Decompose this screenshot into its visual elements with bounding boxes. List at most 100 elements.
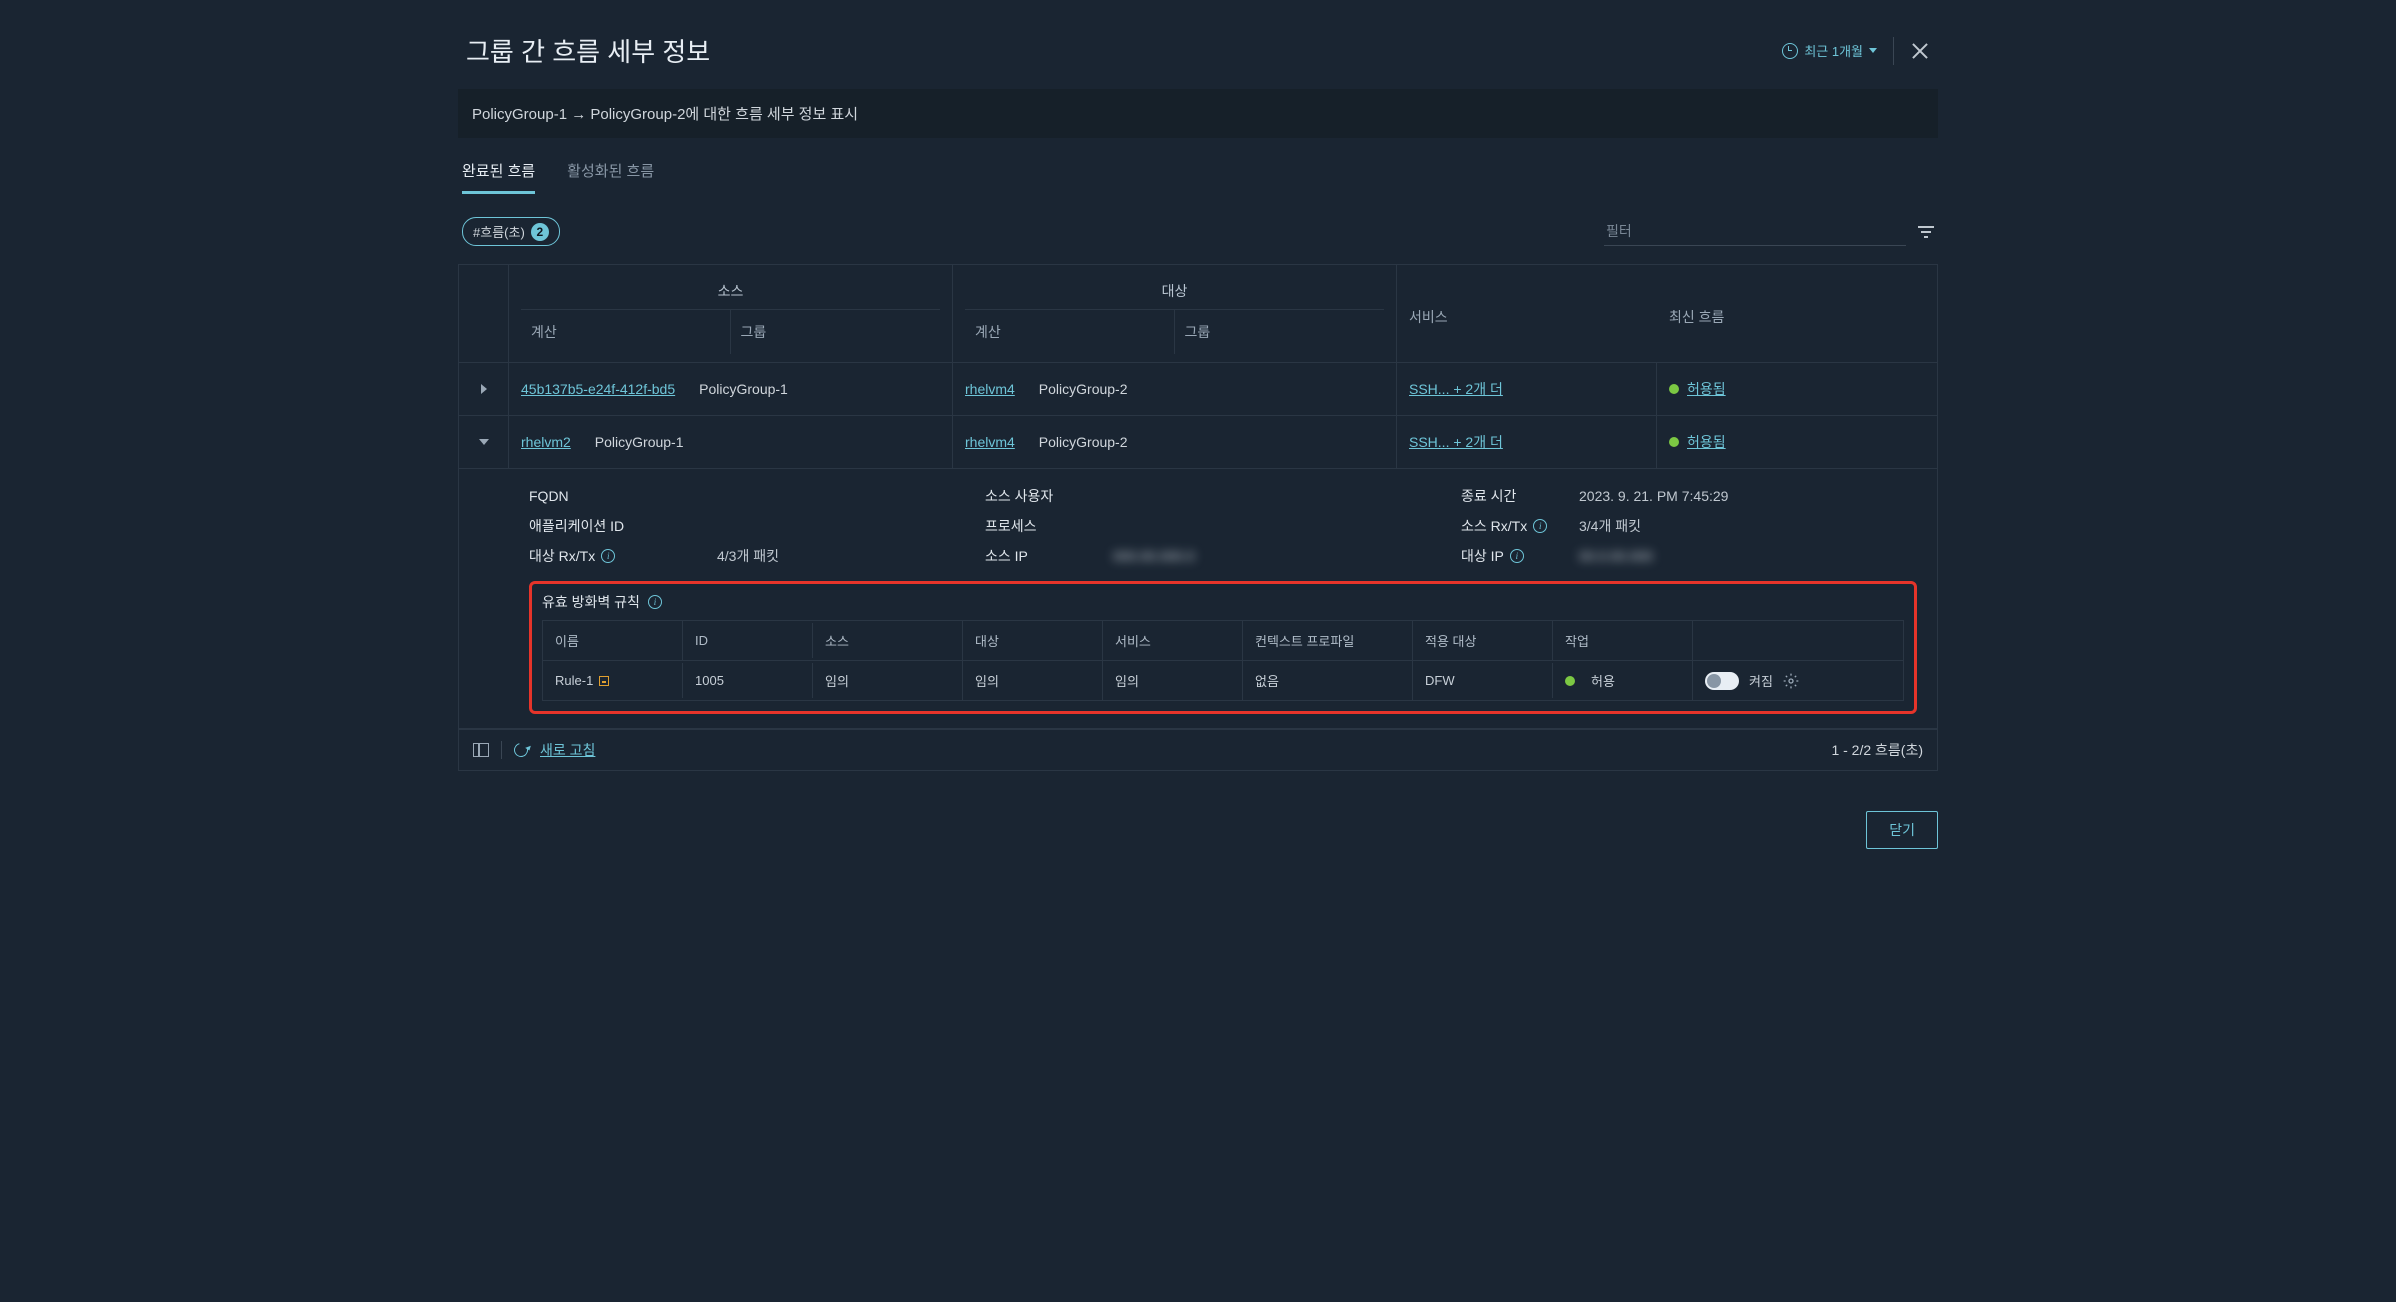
- fw-rule-service: 임의: [1103, 661, 1243, 700]
- dst-rxtx-label: 대상 Rx/Txi: [529, 546, 709, 566]
- fw-col-applied: 적용 대상: [1413, 621, 1553, 660]
- rule-status-icon: [599, 676, 609, 686]
- fw-rule-applied: DFW: [1413, 663, 1553, 698]
- col-dest-compute: 계산: [965, 310, 1175, 354]
- table-row: rhelvm2 PolicyGroup-1 rhelvm4 PolicyGrou…: [459, 416, 1937, 469]
- col-expand: [459, 265, 509, 362]
- src-rxtx-value: 3/4개 패킷: [1579, 516, 1799, 536]
- fw-col-action: 작업: [1553, 621, 1693, 660]
- close-icon[interactable]: [1910, 41, 1930, 61]
- filter-icon[interactable]: [1918, 226, 1934, 238]
- end-time-label: 종료 시간: [1461, 486, 1571, 506]
- flows-table: 소스 계산 그룹 대상 계산 그룹 서비스 최신 흐름 45b137b5-e24…: [458, 264, 1938, 771]
- flow-count-chip[interactable]: #흐름(초) 2: [462, 217, 560, 246]
- firewall-table: 이름 ID 소스 대상 서비스 컨텍스트 프로파일 적용 대상 작업 Rule-…: [542, 620, 1904, 701]
- fw-col-source: 소스: [813, 621, 963, 660]
- toggle-label: 켜짐: [1749, 671, 1773, 690]
- fw-col-name: 이름: [543, 621, 683, 660]
- status-link[interactable]: 허용됨: [1687, 432, 1726, 452]
- col-destination: 대상: [965, 273, 1384, 310]
- src-rxtx-label: 소스 Rx/Txi: [1461, 516, 1571, 536]
- dest-compute-link[interactable]: rhelvm4: [965, 381, 1015, 397]
- time-range-selector[interactable]: 최근 1개월: [1782, 41, 1877, 60]
- tabs: 완료된 흐름 활성화된 흐름: [458, 148, 1938, 195]
- dst-ip-label: 대상 IPi: [1461, 546, 1571, 566]
- table-footer: 새로 고침 1 - 2/2 흐름(초): [459, 729, 1937, 770]
- filter-area: [1604, 217, 1934, 246]
- source-group-cell: PolicyGroup-1: [583, 418, 696, 466]
- fw-col-toggle: [1693, 631, 1903, 651]
- app-id-label: 애플리케이션 ID: [529, 516, 709, 536]
- col-service: 서비스: [1397, 265, 1657, 362]
- dest-compute-link[interactable]: rhelvm4: [965, 434, 1015, 450]
- time-range-label: 최근 1개월: [1804, 41, 1863, 60]
- flow-chip-label: #흐름(초): [473, 222, 525, 241]
- source-compute-link[interactable]: rhelvm2: [521, 434, 571, 450]
- col-dest-group: 대상 계산 그룹: [953, 265, 1397, 362]
- chevron-down-icon: [479, 439, 489, 445]
- table-row: 45b137b5-e24f-412f-bd5 PolicyGroup-1 rhe…: [459, 363, 1937, 416]
- refresh-link[interactable]: 새로 고침: [540, 740, 595, 760]
- subtitle-bar: PolicyGroup-1 → PolicyGroup-2에 대한 흐름 세부 …: [458, 89, 1938, 138]
- info-icon[interactable]: i: [1533, 519, 1547, 533]
- rule-toggle[interactable]: [1705, 672, 1739, 690]
- fw-rule-source: 임의: [813, 661, 963, 700]
- dialog-header: 그룹 간 흐름 세부 정보 최근 1개월: [458, 20, 1938, 89]
- fw-col-context: 컨텍스트 프로파일: [1243, 621, 1413, 660]
- expand-toggle[interactable]: [459, 416, 509, 468]
- firewall-rules-section: 유효 방화벽 규칙 i 이름 ID 소스 대상 서비스 컨텍스트 프로파일 적용…: [529, 581, 1917, 714]
- fw-rule-action: 허용: [1553, 661, 1693, 700]
- col-source-group: 소스 계산 그룹: [509, 265, 953, 362]
- footer-left: 새로 고침: [473, 740, 595, 760]
- service-link[interactable]: SSH... + 2개 더: [1409, 379, 1503, 399]
- status-dot-icon: [1565, 676, 1575, 686]
- expand-toggle[interactable]: [459, 363, 509, 415]
- dest-group-cell: PolicyGroup-2: [1027, 418, 1140, 466]
- info-icon[interactable]: i: [601, 549, 615, 563]
- source-group-cell: PolicyGroup-1: [687, 365, 800, 413]
- info-icon[interactable]: i: [1510, 549, 1524, 563]
- fw-rule-toggle-cell: 켜짐: [1693, 661, 1903, 700]
- firewall-table-header: 이름 ID 소스 대상 서비스 컨텍스트 프로파일 적용 대상 작업: [543, 621, 1903, 661]
- fw-col-id: ID: [683, 623, 813, 658]
- divider: [501, 741, 502, 759]
- filter-input[interactable]: [1604, 217, 1906, 246]
- col-source-group-sub: 그룹: [731, 310, 941, 354]
- info-icon[interactable]: i: [648, 595, 662, 609]
- gear-icon[interactable]: [1783, 673, 1799, 689]
- col-latest-flow: 최신 흐름: [1657, 265, 1937, 362]
- dst-rxtx-value: 4/3개 패킷: [717, 546, 977, 566]
- fw-rule-destination: 임의: [963, 661, 1103, 700]
- controls-row: #흐름(초) 2: [458, 217, 1938, 246]
- process-label: 프로세스: [985, 516, 1105, 536]
- end-time-value: 2023. 9. 21. PM 7:45:29: [1579, 488, 1799, 504]
- clock-icon: [1782, 43, 1798, 59]
- src-ip-value: 000.00.000.0: [1113, 548, 1453, 564]
- fw-rule-id: 1005: [683, 663, 813, 698]
- page-title: 그룹 간 흐름 세부 정보: [466, 32, 710, 69]
- refresh-icon[interactable]: [511, 740, 530, 759]
- col-source: 소스: [521, 273, 940, 310]
- status-cell: 허용됨: [1657, 363, 1937, 415]
- row-detail-panel: FQDN 소스 사용자 종료 시간 2023. 9. 21. PM 7:45:2…: [459, 469, 1937, 729]
- dialog-footer: 닫기: [458, 811, 1938, 849]
- pagination-text: 1 - 2/2 흐름(초): [1831, 740, 1923, 760]
- fqdn-label: FQDN: [529, 488, 709, 504]
- chevron-down-icon: [1869, 48, 1877, 53]
- source-compute-link[interactable]: 45b137b5-e24f-412f-bd5: [521, 381, 675, 397]
- firewall-rule-row: Rule-1 1005 임의 임의 임의 없음 DFW 허용: [543, 661, 1903, 700]
- col-dest-group-sub: 그룹: [1175, 310, 1385, 354]
- status-dot-icon: [1669, 437, 1679, 447]
- panel-toggle-icon[interactable]: [473, 743, 489, 757]
- service-link[interactable]: SSH... + 2개 더: [1409, 432, 1503, 452]
- tab-active[interactable]: 활성화된 흐름: [567, 148, 654, 194]
- fw-col-destination: 대상: [963, 621, 1103, 660]
- flow-details-dialog: 그룹 간 흐름 세부 정보 최근 1개월 PolicyGroup-1 → Pol…: [458, 20, 1938, 849]
- close-button[interactable]: 닫기: [1866, 811, 1938, 849]
- table-header: 소스 계산 그룹 대상 계산 그룹 서비스 최신 흐름: [459, 265, 1937, 363]
- dest-group-cell: PolicyGroup-2: [1027, 365, 1140, 413]
- status-link[interactable]: 허용됨: [1687, 379, 1726, 399]
- tab-completed[interactable]: 완료된 흐름: [462, 148, 535, 194]
- chevron-right-icon: [481, 384, 487, 394]
- firewall-title: 유효 방화벽 규칙 i: [542, 592, 1904, 612]
